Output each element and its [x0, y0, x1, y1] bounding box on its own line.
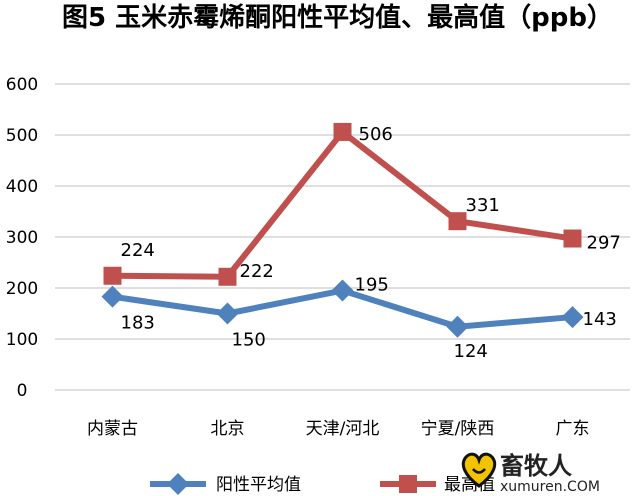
data-label: 331: [466, 195, 500, 216]
y-tick-label: 100: [6, 330, 38, 350]
data-label: 124: [454, 341, 488, 362]
legend-label: 阳性平均值: [216, 475, 301, 495]
data-point: [561, 306, 584, 329]
x-category-label: 天津/河北: [306, 419, 380, 439]
data-point: [563, 229, 582, 248]
legend-marker: [167, 473, 189, 495]
data-label: 297: [587, 233, 621, 254]
watermark-text: 畜牧人: [500, 452, 572, 480]
x-axis-categories: 内蒙古 北京 天津/河北 宁夏/陕西 广东: [87, 419, 590, 439]
x-category-label: 北京: [211, 419, 245, 439]
data-label: 224: [121, 240, 155, 261]
data-label: 506: [359, 124, 393, 145]
legend: 阳性平均值 最高值: [150, 473, 495, 495]
y-tick-label: 300: [6, 228, 38, 248]
data-point: [101, 285, 124, 308]
data-point: [216, 302, 239, 325]
series-line: [112, 128, 573, 280]
data-label: 222: [240, 261, 274, 282]
data-point: [446, 315, 469, 338]
data-label: 183: [121, 313, 155, 334]
series-layer: 183 150 195 124 143 224 222 506 331 297: [101, 122, 621, 362]
y-tick-label: 200: [6, 279, 38, 299]
data-point: [448, 212, 467, 231]
chart-title: 图5 玉米赤霉烯酮阳性平均值、最高值（ppb）: [62, 2, 613, 33]
data-point: [331, 279, 354, 302]
heart-logo-icon: [461, 452, 497, 488]
x-category-label: 广东: [556, 419, 590, 439]
legend-marker: [399, 475, 417, 493]
x-category-label: 宁夏/陕西: [421, 419, 495, 439]
x-category-label: 内蒙古: [87, 419, 138, 439]
data-label: 150: [232, 330, 266, 351]
watermark: 畜牧人 xumuren.COM: [461, 452, 600, 495]
data-point: [103, 266, 122, 285]
y-tick-label: 400: [6, 177, 38, 197]
data-point: [333, 122, 352, 141]
watermark-url: xumuren.COM: [500, 479, 600, 495]
data-label: 195: [355, 275, 389, 296]
y-tick-label: 0: [17, 381, 28, 401]
data-point: [218, 267, 237, 286]
y-tick-label: 500: [6, 126, 38, 146]
data-label: 143: [583, 309, 617, 330]
y-tick-label: 600: [6, 75, 38, 95]
y-axis-ticks: 0 100 200 300 400 500 600: [6, 75, 38, 401]
